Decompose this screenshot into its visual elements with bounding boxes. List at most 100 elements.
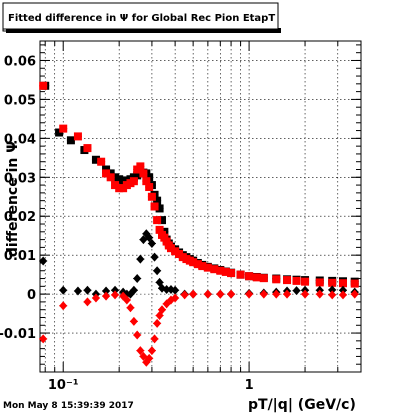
data-point-square (59, 124, 68, 133)
data-point-square (189, 258, 198, 267)
data-point-diamond (171, 285, 180, 295)
data-point-square (350, 279, 359, 288)
data-point-diamond (126, 303, 135, 313)
plot-frame (39, 40, 362, 373)
data-point-diamond (111, 285, 120, 295)
data-point-diamond (350, 289, 359, 299)
data-point-square (315, 278, 324, 287)
data-point-diamond (136, 346, 145, 356)
data-point-square (102, 169, 111, 178)
data-point-square (136, 162, 145, 171)
data-point-diamond (122, 295, 131, 305)
data-point-diamond (102, 286, 111, 296)
data-point-diamond (102, 291, 111, 301)
y-tick-label: 0.02 (4, 210, 36, 225)
data-point-square (97, 157, 106, 166)
data-point-diamond (133, 274, 142, 284)
data-point-diamond (129, 316, 138, 326)
data-point-square (216, 266, 225, 275)
data-point-square (106, 173, 115, 182)
data-point-diamond (147, 238, 156, 248)
data-point-square (193, 260, 202, 269)
data-point-square (111, 181, 120, 190)
data-point-diamond (59, 285, 68, 295)
data-point-square (142, 177, 151, 186)
y-tick-label: 0.01 (4, 249, 36, 264)
data-point-square (210, 265, 219, 274)
data-point-square (166, 244, 175, 253)
data-point-square (158, 216, 167, 225)
title-box-face (2, 2, 279, 30)
data-point-square (292, 276, 301, 285)
data-point-diamond (150, 334, 159, 344)
data-point-square (111, 173, 120, 182)
data-point-diamond (153, 266, 162, 276)
data-point-square (150, 202, 159, 211)
y-tick-label: 0.06 (4, 54, 36, 69)
chart-title: Fitted difference in Ψ for Global Rec Pi… (8, 13, 275, 24)
y-tick-label: 0.04 (4, 132, 36, 147)
data-point-square (147, 192, 156, 201)
data-point-square (91, 155, 100, 164)
data-point-diamond (133, 330, 142, 340)
data-point-square (73, 132, 82, 141)
data-point-square (236, 270, 245, 279)
data-point-square (272, 275, 281, 284)
data-point-diamond (292, 286, 301, 296)
data-point-diamond (328, 290, 337, 300)
data-point-diamond (301, 289, 310, 299)
data-point-diamond (39, 256, 48, 266)
data-point-square (83, 144, 92, 153)
data-point-square (155, 204, 164, 213)
data-point-diamond (283, 289, 292, 299)
data-point-square (155, 225, 164, 234)
data-point-diamond (147, 346, 156, 356)
data-point-diamond (315, 289, 324, 299)
title-box-shadow (6, 28, 281, 33)
axis-ticks (40, 41, 362, 373)
x-tick-label: 10⁻¹ (48, 378, 79, 393)
data-point-diamond (272, 289, 281, 299)
y-axis-title: difference in Ψ (5, 141, 21, 257)
data-point-square (328, 278, 337, 287)
data-point-diamond (145, 353, 154, 363)
data-point-square (227, 269, 236, 278)
data-point-diamond (111, 290, 120, 300)
data-point-diamond (73, 286, 82, 296)
data-point-diamond (216, 289, 225, 299)
data-point-square (283, 276, 292, 285)
data-point-square (203, 263, 212, 272)
data-point-diamond (338, 290, 347, 300)
data-point-square (145, 183, 154, 192)
data-point-diamond (59, 301, 68, 311)
data-point-diamond (136, 254, 145, 264)
data-point-diamond (189, 289, 198, 299)
data-point-square (221, 267, 230, 276)
data-point-diamond (83, 297, 92, 307)
data-point-diamond (91, 293, 100, 303)
data-point-square (245, 272, 254, 281)
data-point-diamond (227, 289, 236, 299)
data-point-square (129, 177, 138, 186)
data-point-diamond (83, 285, 92, 295)
data-point-diamond (259, 289, 268, 299)
data-point-square (301, 277, 310, 286)
data-point-diamond (180, 290, 189, 300)
data-point-diamond (328, 285, 337, 295)
data-point-diamond (153, 318, 162, 328)
x-axis-title: pT/|q| (GeV/c) (248, 397, 356, 413)
data-point-diamond (129, 285, 138, 295)
timestamp: Mon May 8 15:39:39 2017 (3, 401, 134, 411)
data-point-square (198, 262, 207, 271)
y-tick-label: 0.03 (4, 171, 36, 186)
data-point-diamond (39, 334, 48, 344)
data-marks (39, 81, 359, 367)
data-point-diamond (162, 284, 171, 294)
data-point-diamond (158, 305, 167, 315)
data-point-diamond (338, 285, 347, 295)
tick-labels: -0.01 0 0.01 0.02 0.03 0.04 0.05 0.06 10⁻¹ 1 (0, 54, 254, 393)
data-point-square (259, 274, 268, 283)
data-point-square (39, 81, 48, 90)
data-point-square (66, 136, 75, 145)
